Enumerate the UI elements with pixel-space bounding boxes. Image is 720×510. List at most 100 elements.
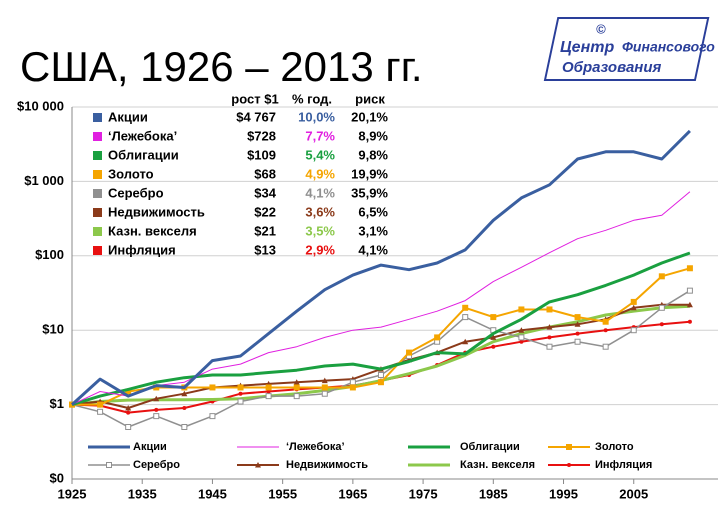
table-cell: 9,8% (358, 147, 388, 162)
marker (546, 324, 553, 330)
marker (265, 384, 272, 391)
table-cell: 5,4% (305, 147, 335, 162)
x-tick-label: 1955 (268, 486, 297, 501)
marker (153, 413, 160, 420)
x-tick-label: 1995 (549, 486, 578, 501)
x-tick-label: 1975 (409, 486, 438, 501)
marker (293, 384, 300, 391)
marker (491, 344, 496, 349)
table-cell: $728 (247, 128, 276, 143)
y-tick-label: $100 (35, 247, 64, 262)
marker (686, 287, 693, 294)
marker (154, 407, 159, 412)
table-cell: 4,1% (358, 242, 388, 257)
table-cell: 20,1% (351, 109, 388, 124)
legend-label: ‘Лежебока’ (286, 441, 345, 453)
y-tick-label: $0 (50, 470, 64, 485)
marker (575, 331, 580, 336)
marker (658, 273, 665, 280)
legend-label: Облигации (460, 441, 520, 453)
table-header: рост $1 (231, 91, 278, 106)
table-cell: 3,1% (358, 223, 388, 238)
marker (462, 304, 469, 311)
x-tick-label: 1925 (58, 486, 87, 501)
legend-label: Золото (108, 166, 154, 181)
y-tick-label: $10 000 (17, 98, 64, 113)
x-tick-label: 1985 (479, 486, 508, 501)
legend-swatch (93, 132, 102, 141)
marker (209, 413, 216, 420)
marker (321, 377, 328, 384)
legend-swatch (93, 170, 102, 179)
marker (602, 318, 609, 325)
legend-label: Недвижимость (108, 204, 205, 219)
marker (686, 265, 693, 272)
y-tick-label: $1 (50, 396, 64, 411)
legend-label: ‘Лежебока’ (108, 128, 177, 143)
x-tick-label: 1945 (198, 486, 227, 501)
legend-swatch (93, 189, 102, 198)
legend-swatch (93, 113, 102, 122)
table-cell: 4,1% (305, 185, 335, 200)
marker (209, 384, 216, 391)
marker (153, 395, 160, 402)
marker (659, 322, 664, 327)
marker (265, 393, 272, 400)
table-header: риск (355, 91, 385, 106)
marker (238, 391, 243, 396)
marker (519, 339, 524, 344)
marker (546, 343, 553, 350)
y-tick-label: $1 000 (24, 173, 64, 188)
logo-symbol: © (596, 21, 606, 36)
table-cell: $22 (254, 204, 276, 219)
table-cell: 3,5% (305, 223, 335, 238)
marker (686, 301, 693, 308)
table-cell: $13 (254, 242, 276, 257)
table-cell: 3,6% (305, 204, 335, 219)
table-cell: 6,5% (358, 204, 388, 219)
marker (630, 298, 637, 305)
marker (687, 319, 692, 324)
marker (97, 408, 104, 415)
legend-label: Серебро (108, 185, 164, 200)
marker (658, 304, 665, 311)
marker (574, 321, 581, 327)
marker (125, 405, 132, 411)
marker (602, 343, 609, 350)
series (71, 251, 691, 407)
marker (406, 349, 413, 356)
legend-swatch (93, 151, 102, 160)
legend-label: Инфляция (595, 459, 652, 471)
marker (266, 389, 271, 394)
marker (518, 334, 525, 341)
marker (237, 398, 244, 405)
x-tick-label: 1965 (338, 486, 367, 501)
marker (490, 334, 497, 340)
marker (434, 334, 441, 341)
marker (293, 393, 300, 400)
marker (255, 462, 261, 468)
line (71, 290, 691, 428)
table-cell: $34 (254, 185, 276, 200)
marker (566, 444, 572, 450)
marker (125, 423, 132, 430)
marker (321, 390, 328, 397)
chart-title: США, 1926 – 2013 гг. (20, 43, 423, 90)
marker (126, 410, 131, 415)
logo-frame (543, 17, 710, 81)
legend-label: Казн. векселя (108, 223, 197, 238)
marker (567, 463, 571, 467)
legend-label: Инфляция (108, 242, 176, 257)
line (70, 129, 691, 406)
marker (377, 371, 384, 378)
x-tick-label: 2005 (619, 486, 648, 501)
logo-text: Центр (560, 39, 614, 56)
legend-label: Казн. векселя (460, 459, 535, 471)
line (71, 191, 691, 406)
marker (462, 314, 469, 321)
marker (630, 304, 637, 311)
table-cell: $4 767 (236, 109, 276, 124)
table-cell: $109 (247, 147, 276, 162)
legend-label: Облигации (108, 147, 179, 162)
